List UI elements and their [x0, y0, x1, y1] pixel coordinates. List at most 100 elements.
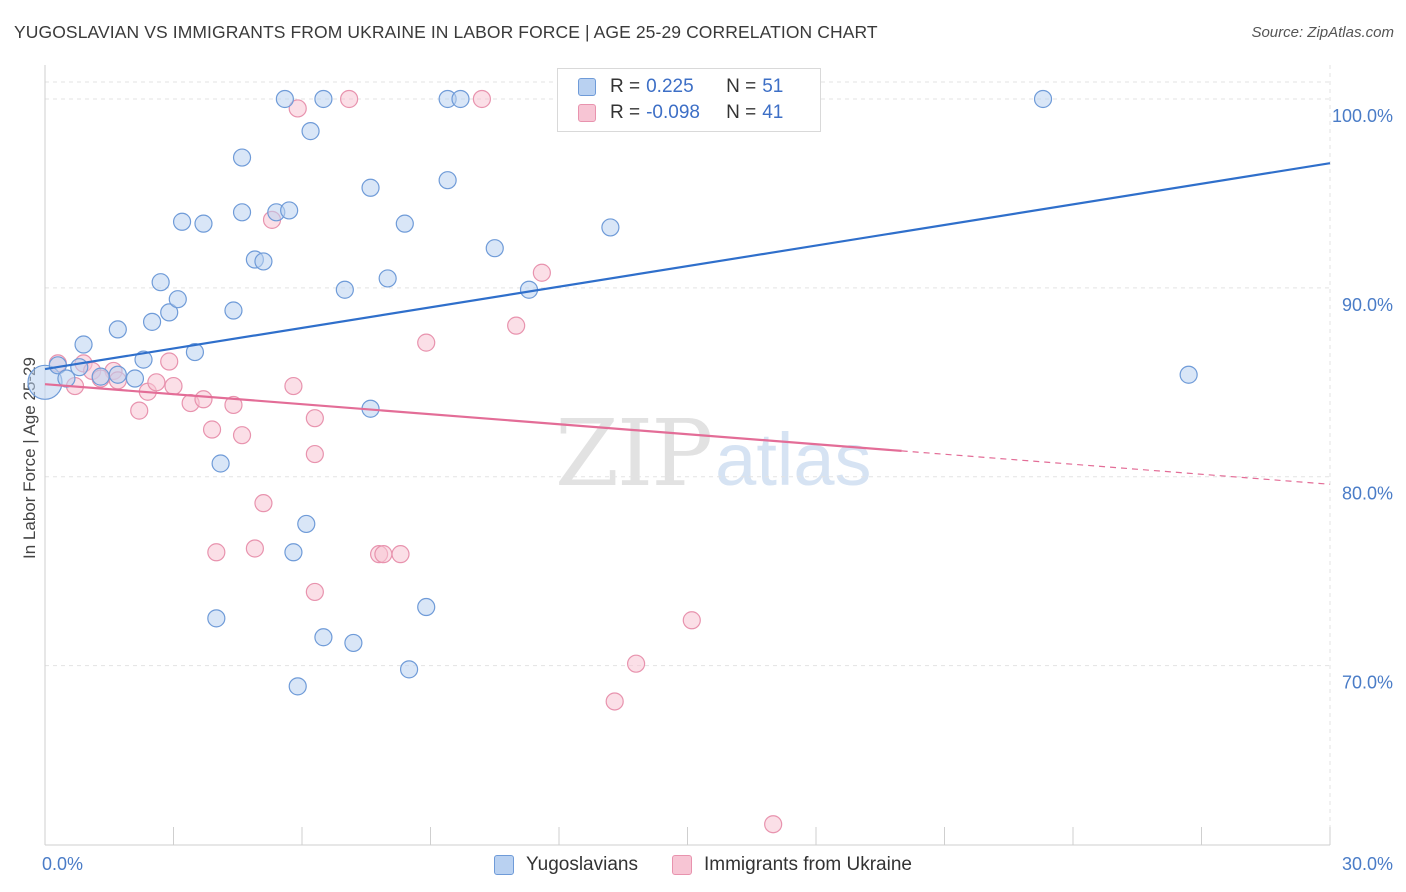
- ukraine-point: [254, 494, 273, 513]
- ukraine-point: [224, 395, 243, 415]
- yugoslavian-point: [601, 218, 620, 237]
- yugoslavian-point: [211, 454, 230, 473]
- yugoslavian-point: [284, 543, 303, 562]
- legend-item-ukraine[interactable]: Immigrants from Ukraine: [671, 854, 912, 876]
- ukraine-point: [194, 390, 213, 409]
- legend-swatch-blue: [494, 855, 515, 875]
- ukraine-point: [207, 543, 226, 562]
- yugoslavian-point: [438, 171, 457, 190]
- trend-lines: [44, 162, 1331, 485]
- ukraine-point: [417, 333, 436, 352]
- legend-r-value: -0.098: [646, 102, 700, 123]
- ukraine-point: [160, 352, 179, 371]
- ukraine-point: [288, 99, 307, 118]
- legend-swatch-blue: [578, 78, 596, 96]
- ukraine-trend-line: [44, 383, 902, 453]
- yugoslavian-point: [314, 628, 333, 647]
- yugoslavian-point: [57, 369, 76, 388]
- ukraine-point: [305, 582, 324, 602]
- ukraine-point: [305, 444, 324, 464]
- ukraine-point: [147, 373, 166, 392]
- yugoslavian-trend-line: [44, 162, 1331, 371]
- yugoslavian-point: [168, 290, 187, 309]
- yugoslavian-point: [91, 367, 110, 386]
- yugoslavian-point: [194, 214, 213, 233]
- yugoslavian-point: [417, 597, 436, 617]
- ukraine-point: [245, 539, 264, 558]
- ukraine-point: [232, 426, 252, 445]
- yugoslavian-point: [314, 89, 333, 109]
- yugoslavian-point: [232, 203, 252, 222]
- yugoslavian-point: [280, 201, 299, 220]
- yugoslavian-point: [335, 280, 354, 299]
- yugoslavian-point: [254, 252, 273, 271]
- legend-n-label: N =: [726, 76, 757, 97]
- y-tick-label: 90.0%: [1342, 295, 1393, 315]
- legend-n-value: 51: [762, 76, 784, 97]
- series-legend: Yugoslavians Immigrants from Ukraine: [0, 852, 1406, 878]
- ukraine-point: [764, 815, 783, 834]
- ukraine-trend-extension: [901, 450, 1331, 485]
- legend-item-yugoslavians[interactable]: Yugoslavians: [494, 854, 638, 876]
- legend-r-value: 0.225: [646, 76, 694, 97]
- yugoslavian-point: [301, 122, 320, 141]
- yugoslavian-point: [288, 677, 307, 696]
- legend-row-yugoslavians: R = 0.225 N = 51: [578, 75, 783, 99]
- yugoslavian-point: [378, 269, 397, 288]
- yugoslavian-point: [275, 89, 294, 109]
- yugoslavian-point: [134, 350, 153, 369]
- yugoslavian-point: [451, 89, 470, 109]
- ukraine-point: [374, 545, 393, 564]
- ukraine-point: [202, 420, 222, 439]
- stats-legend: R = 0.225 N = 51 R = -0.098 N = 41: [557, 68, 821, 132]
- yugoslavian-point: [125, 369, 145, 388]
- yugoslavian-point: [1033, 89, 1053, 109]
- y-tick-label: 70.0%: [1342, 673, 1393, 693]
- yugoslavian-point: [399, 660, 419, 679]
- yugoslavian-point: [160, 303, 179, 322]
- legend-label-ukraine: Immigrants from Ukraine: [703, 854, 912, 875]
- yugoslavian-point: [207, 609, 226, 628]
- ukraine-point: [130, 401, 149, 420]
- yugoslavian-point: [485, 239, 504, 258]
- ukraine-point: [626, 654, 646, 673]
- legend-label-yugoslavians: Yugoslavians: [526, 854, 638, 875]
- ukraine-point: [507, 316, 526, 335]
- legend-swatch-pink: [671, 855, 692, 875]
- x-tick-label: 30.0%: [1342, 854, 1393, 874]
- legend-swatch-pink: [578, 104, 596, 122]
- x-tick-label: 0.0%: [42, 854, 83, 874]
- chart-title: YUGOSLAVIAN VS IMMIGRANTS FROM UKRAINE I…: [14, 22, 878, 42]
- grid-layer: [45, 65, 1331, 845]
- yugoslavian-point: [172, 212, 192, 231]
- ukraine-point: [472, 89, 491, 109]
- yugoslavian-point: [361, 178, 380, 197]
- ukraine-point: [605, 692, 624, 711]
- yugoslavian-point: [151, 273, 170, 292]
- legend-r-label: R =: [610, 76, 641, 97]
- yugoslavian-point: [1179, 365, 1198, 384]
- ukraine-point: [284, 376, 303, 396]
- yugoslavian-point: [395, 214, 414, 233]
- ukraine-point: [391, 545, 410, 564]
- yugoslavian-point: [142, 312, 162, 331]
- ukraine-point: [305, 409, 324, 428]
- ukraine-point: [682, 611, 701, 630]
- yugoslavian-point: [297, 514, 316, 534]
- yugoslavian-points: [27, 89, 1198, 696]
- ukraine-point: [164, 376, 183, 396]
- legend-n-value: 41: [762, 102, 784, 123]
- yugoslavian-point: [70, 358, 89, 377]
- legend-r-label: R =: [610, 102, 641, 123]
- axis-layer: [44, 65, 1331, 846]
- yugoslavian-point: [344, 633, 363, 653]
- y-tick-label: 80.0%: [1342, 484, 1393, 504]
- legend-n-label: N =: [726, 102, 757, 123]
- ukraine-points: [48, 89, 817, 834]
- source-credit: Source: ZipAtlas.com: [1251, 24, 1394, 41]
- yugoslavian-point: [74, 335, 93, 354]
- tick-labels: 70.0% 80.0% 90.0% 100.0% 0.0% 30.0%: [42, 106, 1393, 874]
- y-tick-label: 100.0%: [1332, 106, 1393, 126]
- yugoslavian-point: [108, 365, 127, 384]
